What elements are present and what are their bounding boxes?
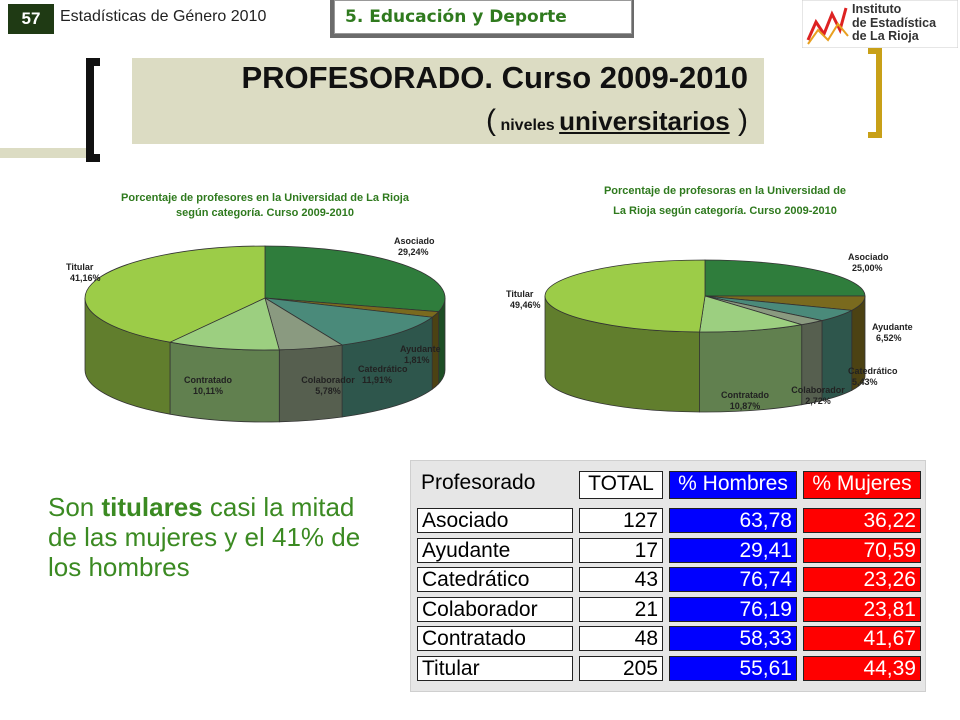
pie1-label-contratado: Contratado (184, 375, 232, 385)
table-header-label: Profesorado (421, 471, 536, 494)
pie1-value-contratado: 10,11% (193, 386, 223, 396)
left-bracket (86, 58, 100, 162)
table-cell-label: Titular (417, 655, 573, 681)
table-cell-label: Catedrático (417, 567, 573, 592)
right-bracket (868, 48, 882, 138)
table-cell-women: 36,22 (803, 508, 921, 533)
subtitle-open: ( (486, 104, 496, 137)
pie1-value-ayudante: 1,81% (404, 355, 430, 365)
table-cell-men: 55,61 (669, 655, 797, 681)
title-band (132, 58, 764, 144)
pie2-label-catedratico: Catedrático (848, 366, 898, 376)
table-cell-men: 76,19 (669, 596, 797, 622)
pie1-slice-titular (84, 245, 266, 343)
logo-text: Instituto de Estadística de La Rioja (852, 2, 937, 44)
table-cell-women: 23,81 (803, 596, 921, 622)
pie1-title-line2: según categoría. Curso 2009-2010 (176, 207, 354, 219)
table-header-women: % Mujeres (803, 471, 921, 499)
pie2-label-asociado: Asociado (848, 252, 889, 262)
logo-line-3: de La Rioja (852, 29, 919, 43)
table-cell-total: 127 (579, 508, 663, 533)
pie2-label-colaborador: Colaborador (791, 385, 845, 395)
pie1-slice-asociado (264, 245, 446, 313)
subtitle-close: ) (729, 104, 748, 137)
table-cell-label: Ayudante (417, 537, 573, 563)
pie1-value-titular: 41,16% (70, 273, 101, 283)
pie2-title-line2: La Rioja según categoría. Curso 2009-201… (613, 205, 837, 217)
pie2-label-contratado: Contratado (721, 390, 769, 400)
table-cell-total: 43 (579, 567, 663, 592)
pie2-title-line1: Porcentaje de profesoras en la Universid… (604, 185, 846, 197)
pie2-value-titular: 49,46% (510, 300, 541, 310)
logo-line-2: de Estadística (852, 15, 937, 30)
note-pre: Son (48, 492, 102, 522)
table-header-total: TOTAL (579, 471, 663, 499)
note-post: casi la mitad de las mujeres y el 41% de… (48, 492, 361, 582)
pie1-value-catedratico: 11,91% (362, 375, 392, 385)
pie1-value-asociado: 29,24% (398, 247, 429, 257)
pie1-slice-catedratico (264, 297, 434, 346)
pie2-label-titular: Titular (506, 289, 534, 299)
page-number: 57 (8, 4, 54, 34)
pie2-value-colaborador: 2,72% (805, 396, 831, 406)
table-cell-label: Asociado (417, 508, 573, 533)
subtitle-small: niveles (496, 117, 560, 134)
table-cell-total: 48 (579, 626, 663, 651)
table-cell-total: 17 (579, 537, 663, 563)
pie2-slice-titular (544, 259, 706, 333)
table-cell-total: 205 (579, 655, 663, 681)
title-band-left (0, 148, 88, 158)
pie2-label-ayudante: Ayudante (872, 322, 913, 332)
pie1-label-asociado: Asociado (394, 236, 435, 246)
section-label: 5. Educación y Deporte (334, 0, 632, 34)
table-cell-label: Colaborador (417, 596, 573, 622)
publication-title: Estadísticas de Género 2010 (60, 8, 267, 25)
pie2-value-contratado: 10,87% (730, 401, 761, 411)
pie2-value-catedratico: 5,43% (852, 377, 878, 387)
pie2-slice-asociado (704, 259, 866, 297)
table-cell-label: Contratado (417, 626, 573, 651)
pie2-value-ayudante: 6,52% (876, 333, 902, 343)
table-cell-women: 41,67 (803, 626, 921, 651)
data-table: Profesorado TOTAL% Hombres% Mujeres Asocia… (410, 460, 926, 692)
pie1-label-ayudante: Ayudante (400, 344, 441, 354)
table-cell-men: 63,78 (669, 508, 797, 533)
pie1-title-line1: Porcentaje de profesores en la Universid… (121, 192, 410, 204)
summary-note: Son titulares casi la mitad de las mujer… (48, 492, 368, 582)
pie1-label-titular: Titular (66, 262, 94, 272)
pie2-value-asociado: 25,00% (852, 263, 883, 273)
pie1-label-colaborador: Colaborador (301, 375, 355, 385)
pie1-value-colaborador: 5,78% (315, 386, 341, 396)
subtitle-underlined: universitarios (559, 106, 730, 136)
pie1-label-catedratico: Catedrático (358, 364, 408, 374)
page-title: PROFESORADO. Curso 2009-2010 (241, 60, 748, 95)
table-header-men: % Hombres (669, 471, 797, 499)
table-cell-men: 58,33 (669, 626, 797, 651)
table-cell-total: 21 (579, 596, 663, 622)
table-cell-women: 70,59 (803, 537, 921, 563)
pie2-slice-contratado (699, 295, 802, 333)
table-cell-women: 23,26 (803, 567, 921, 592)
logo-line-1: Instituto (852, 2, 902, 16)
table-cell-men: 29,41 (669, 537, 797, 563)
table-cell-women: 44,39 (803, 655, 921, 681)
pie1-slice-contratado (168, 297, 280, 351)
note-bold: titulares (101, 492, 203, 522)
page-subtitle: ( niveles universitarios ) (140, 104, 748, 138)
institute-logo (802, 0, 958, 48)
table-cell-men: 76,74 (669, 567, 797, 592)
